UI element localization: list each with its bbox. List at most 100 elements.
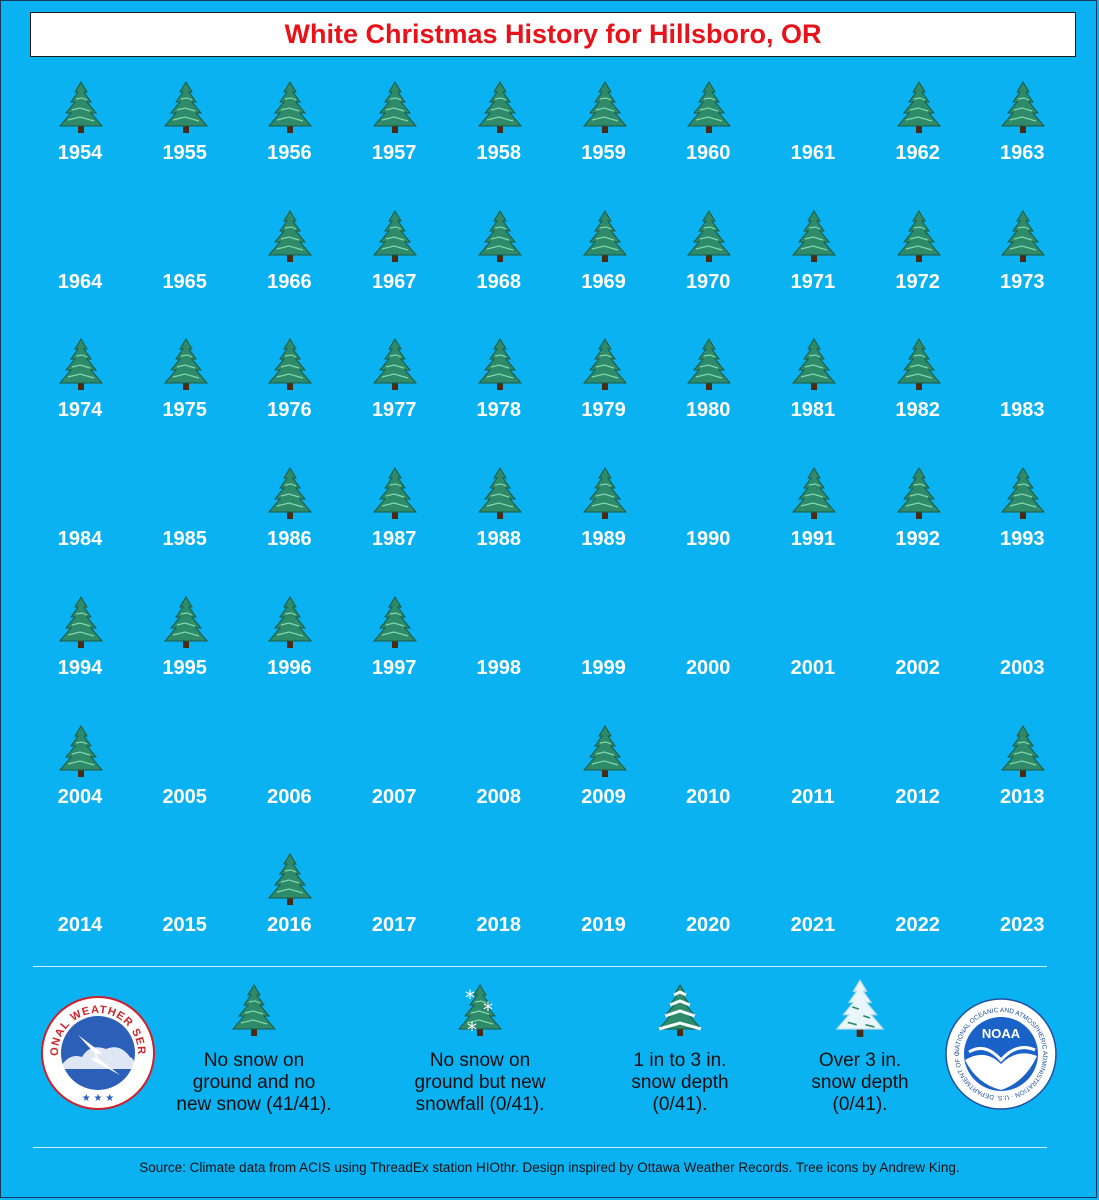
year-cell: 2018 [447,852,551,972]
legend-no-snow-line3: new snow (41/41). [176,1094,332,1115]
year-label: 1961 [790,142,836,164]
tree-icon [370,595,420,649]
year-label: 1966 [267,270,312,293]
tree-icon [580,466,630,520]
year-cell: 1979 [552,337,656,457]
year-cell: 1991 [761,466,865,586]
year-cell: 1986 [237,466,341,586]
noaa-logo-text: NOAA [982,1026,1021,1041]
year-label: 2004 [57,785,103,808]
tree-icon [580,209,630,263]
year-label: 1959 [581,142,626,164]
tree-icon [161,80,211,134]
year-cell: 2019 [552,852,656,972]
year-label: 1973 [1000,270,1045,293]
tree-icon [684,209,734,263]
year-cell: 2009 [552,724,656,844]
year-cell: 1992 [866,466,970,586]
legend-no-snow-line2: ground and no [192,1072,316,1093]
year-label: 2020 [685,914,731,937]
year-label: 1968 [476,270,522,293]
year-label: 2005 [162,785,207,808]
tree-icon [894,337,944,391]
year-label: 2016 [267,914,312,937]
year-label: 1969 [581,270,626,293]
tree-icon [684,80,734,134]
year-label: 2007 [371,785,417,808]
year-cell: 1973 [970,209,1074,329]
year-cell: 2016 [237,852,341,972]
year-label: 2022 [895,914,940,937]
year-cell: 2020 [656,852,760,972]
year-label: 1960 [685,142,731,164]
year-label: 2002 [895,656,940,679]
tree-icon [580,80,630,134]
tree-icon [894,80,944,134]
tree-icon [580,724,630,778]
tree-icon [265,80,315,134]
tree-icon [684,337,734,391]
year-cell: 1996 [237,595,341,715]
snowy-tree-icon [655,982,705,1038]
legend-over-3-in-line2: snow depth [811,1072,909,1093]
year-label: 1976 [267,399,312,422]
year-label: 1981 [790,399,836,422]
year-cell: 1963 [970,80,1074,200]
svg-text:*: * [465,986,475,1010]
year-label: 2017 [371,914,417,937]
year-cell: 2003 [970,595,1074,715]
year-label: 1978 [476,399,522,422]
legend-new-snowfall-line2: ground but new [414,1072,546,1093]
year-cell: 1966 [237,209,341,329]
year-cell: 2021 [761,852,865,972]
heavy-snow-tree-icon [832,978,888,1038]
year-cell: 1988 [447,466,551,586]
year-cell: 1955 [133,80,237,200]
year-cell: 2013 [970,724,1074,844]
tree-icon [56,337,106,391]
year-label: 1980 [685,399,731,422]
legend-new-snowfall-line3: snowfall (0/41). [415,1094,545,1115]
year-label: 1991 [790,528,836,551]
tree-icon [265,466,315,520]
year-label: 2006 [267,785,312,808]
year-cell: 1958 [447,80,551,200]
legend-1-3-in-line2: snow depth [631,1072,729,1093]
legend-no-snow-line1: No snow on [203,1050,305,1071]
year-label: 2009 [581,785,626,808]
year-cell: 2023 [970,852,1074,972]
year-label: 2001 [790,656,836,679]
divider-bottom [33,1147,1047,1148]
year-cell: 1959 [552,80,656,200]
snowflake-tree-icon: * * * [455,982,505,1038]
year-cell: 1957 [342,80,446,200]
year-cell: 1980 [656,337,760,457]
year-cell: 2005 [133,724,237,844]
year-label: 1982 [895,399,940,422]
year-label: 2021 [790,914,836,937]
year-cell: 1984 [28,466,132,586]
year-label: 1964 [57,270,103,293]
tree-icon [998,466,1048,520]
year-cell: 1970 [656,209,760,329]
year-label: 1998 [476,656,522,679]
year-cell: 1978 [447,337,551,457]
year-cell: 2022 [866,852,970,972]
year-cell: 2017 [342,852,446,972]
year-cell: 1962 [866,80,970,200]
tree-icon [475,466,525,520]
year-label: 1958 [476,142,522,164]
nws-logo: NATIONAL WEATHER SERVICE ★ ★ ★ [40,995,155,1110]
year-cell: 2010 [656,724,760,844]
tree-icon [370,80,420,134]
year-label: 2000 [685,656,731,679]
tree-icon [265,852,315,906]
year-cell: 1976 [237,337,341,457]
tree-icon [789,209,839,263]
year-cell: 1990 [656,466,760,586]
year-cell: 2000 [656,595,760,715]
year-cell: 2004 [28,724,132,844]
legend-new-snowfall-line1: No snow on [429,1050,531,1071]
year-cell: 1981 [761,337,865,457]
tree-icon [789,337,839,391]
